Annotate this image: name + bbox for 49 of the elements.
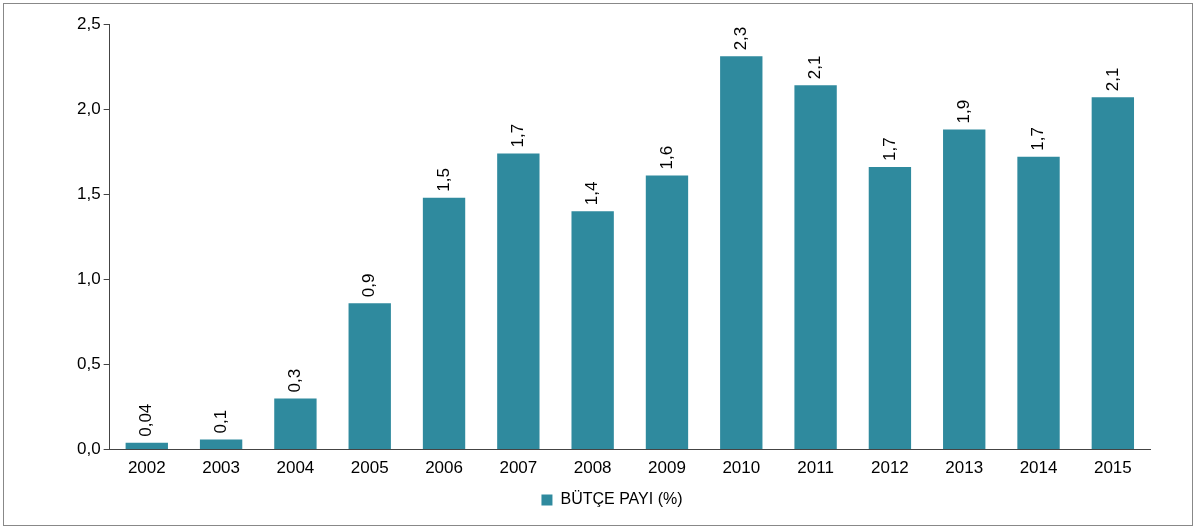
legend-label: BÜTÇE PAYI (%) [560, 490, 683, 508]
bar [720, 56, 763, 450]
data-label: 0,04 [136, 403, 156, 437]
data-label: 1,4 [582, 181, 602, 206]
bar [497, 153, 540, 450]
data-label: 1,5 [433, 168, 453, 192]
x-tick-label: 2010 [722, 458, 761, 478]
x-tick-label: 2005 [350, 458, 389, 478]
y-tick-label: 0,5 [76, 354, 101, 374]
bar [571, 211, 614, 450]
data-label: 1,7 [1028, 127, 1048, 151]
bar [125, 442, 168, 450]
y-tick-label: 1,0 [76, 269, 101, 289]
data-label: 1,6 [656, 145, 676, 170]
x-tick-label: 2006 [425, 458, 463, 478]
bar [274, 398, 317, 450]
data-label: 1,9 [953, 99, 973, 124]
x-tick-label: 2002 [127, 458, 166, 478]
y-tick-label: 1,5 [76, 183, 101, 203]
bar [1091, 97, 1135, 450]
bar [794, 85, 837, 450]
bar [1017, 156, 1060, 450]
x-tick-label: 2011 [797, 458, 834, 478]
data-label: 2,1 [805, 55, 825, 80]
data-label: 0,3 [285, 368, 305, 393]
data-label: 0,9 [359, 273, 379, 298]
y-tick-label: 2,0 [76, 98, 101, 118]
x-tick-label: 2015 [1093, 458, 1132, 478]
bar [868, 167, 912, 450]
x-tick-label: 2013 [945, 458, 984, 478]
data-label: 1,7 [508, 123, 528, 148]
x-tick-label: 2009 [648, 458, 686, 478]
data-label: 2,1 [1102, 67, 1122, 92]
bar [348, 303, 391, 450]
x-tick-label: 2007 [499, 458, 538, 478]
bar [422, 197, 466, 450]
data-label: 1,7 [879, 137, 899, 161]
bar [199, 439, 243, 450]
data-label: 0,1 [210, 409, 230, 434]
x-tick-label: 2014 [1019, 458, 1058, 478]
x-tick-label: 2012 [870, 458, 909, 478]
bar [645, 175, 689, 450]
x-tick-label: 2008 [573, 458, 612, 478]
x-tick-label: 2003 [202, 458, 241, 478]
y-tick-label: 2,5 [76, 13, 101, 33]
bar [943, 129, 986, 450]
y-tick-label: 0,0 [76, 439, 101, 459]
data-label: 2,3 [730, 26, 750, 51]
x-tick-label: 2004 [276, 458, 315, 478]
